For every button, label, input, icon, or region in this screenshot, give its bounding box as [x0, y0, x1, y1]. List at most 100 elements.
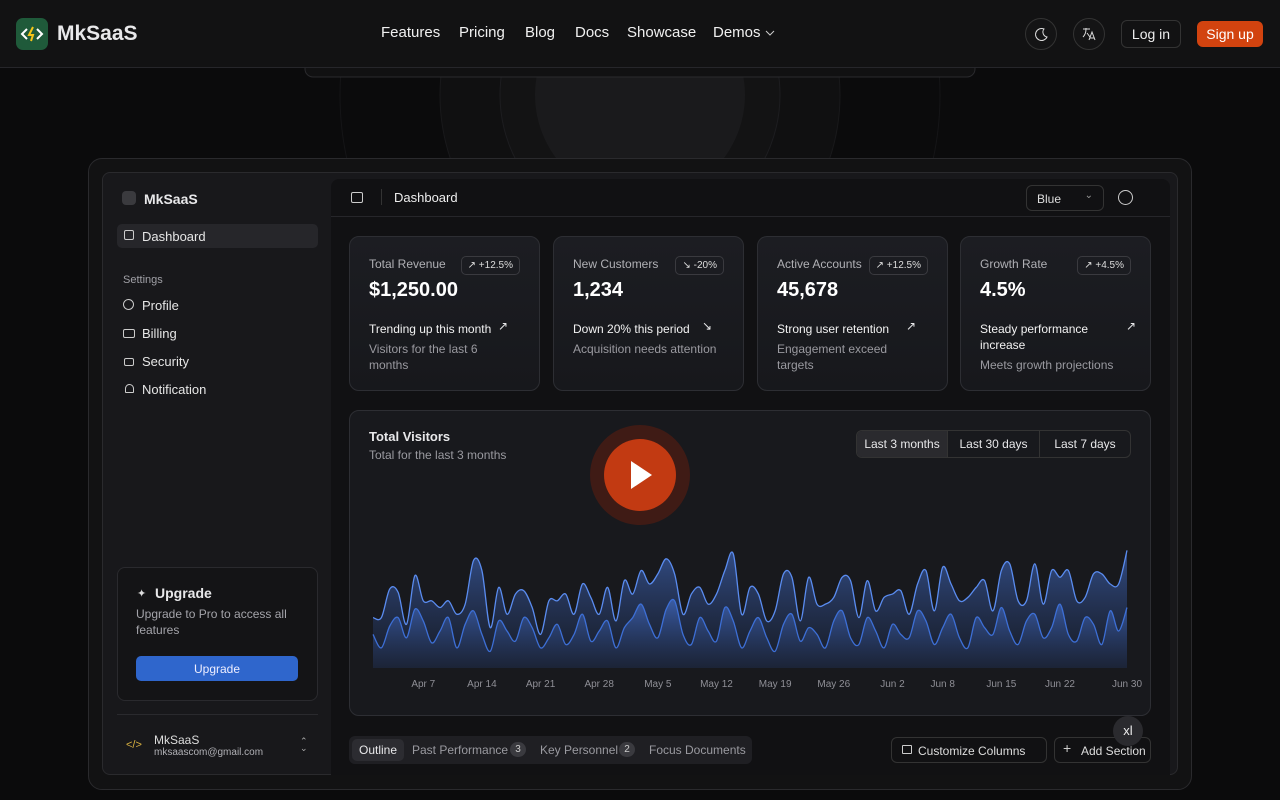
card-label: Growth Rate	[980, 257, 1048, 271]
trend-icon: ↗	[875, 260, 887, 271]
user-name[interactable]: MkSaaS	[154, 733, 200, 747]
card-trend: Down 20% this period	[573, 322, 690, 336]
moon-icon	[1035, 28, 1048, 41]
select-value: Blue	[1037, 192, 1062, 206]
card-note: Acquisition needs attention	[573, 342, 717, 356]
stat-card: Growth Rate ↗ +4.5% 4.5% Steady performance…	[960, 236, 1151, 391]
play-button[interactable]	[588, 423, 692, 527]
tab-list	[349, 736, 752, 764]
plus-icon: +	[1063, 740, 1072, 756]
x-tick-label: Apr 7	[411, 679, 435, 690]
button-label: Customize Columns	[918, 744, 1026, 758]
card-label: Active Accounts	[777, 257, 862, 271]
nav-link[interactable]: Demos	[713, 24, 761, 41]
tab-count: 2	[619, 742, 635, 757]
card-note: Engagement exceed targets	[777, 342, 888, 372]
sidebar-item[interactable]: Security	[142, 354, 189, 369]
badge-text: +12.5%	[478, 260, 513, 271]
stat-card: Total Revenue ↗ +12.5% $1,250.00 Trending u…	[349, 236, 540, 391]
brand[interactable]: MkSaaS	[57, 22, 138, 45]
nav-link[interactable]: Showcase	[627, 24, 697, 41]
trend-icon: ↗	[498, 319, 509, 333]
sidebar-brand[interactable]: MkSaaS	[144, 191, 198, 207]
tab-count: 3	[510, 742, 526, 757]
trend-icon: ↘	[682, 260, 694, 271]
navbar: MkSaaS Features Pricing Blog Docs Showca…	[0, 0, 1280, 68]
x-tick-label: May 26	[817, 679, 850, 690]
language-toggle[interactable]	[1073, 18, 1105, 50]
signup-button[interactable]: Sign up	[1197, 21, 1263, 47]
x-tick-label: Jun 8	[930, 679, 955, 690]
x-tick-label: Jun 2	[880, 679, 905, 690]
x-tick-label: Jun 30	[1112, 679, 1142, 690]
nav-link[interactable]: Pricing	[459, 24, 505, 41]
customize-button[interactable]: Customize Columns	[891, 737, 1047, 763]
mode-toggle[interactable]	[1118, 190, 1133, 205]
tab[interactable]: Key Personnel	[540, 743, 619, 757]
range-option[interactable]: Last 3 months	[857, 431, 948, 457]
badge-text: -20%	[693, 260, 717, 271]
separator	[381, 189, 382, 205]
page-title: Dashboard	[394, 190, 458, 205]
card-badge: ↗ +12.5%	[868, 256, 928, 275]
chart-subtitle: Total for the last 3 months	[369, 448, 507, 462]
breakpoint-badge: xl	[1113, 716, 1143, 746]
icon	[123, 329, 135, 338]
icon	[124, 358, 134, 366]
user-menu-icon[interactable]: ⌃ ⌄	[300, 736, 308, 753]
chevron	[765, 30, 775, 36]
tab[interactable]: Outline	[352, 739, 404, 761]
card-value: $1,250.00	[369, 279, 458, 301]
card-label: New Customers	[573, 257, 659, 271]
icon	[902, 745, 912, 754]
user-email[interactable]: mksaascom@gmail.com	[154, 747, 264, 758]
theme-toggle[interactable]	[1025, 18, 1057, 50]
sidebar-toggle[interactable]	[351, 192, 363, 203]
sidebar-item[interactable]: Dashboard	[142, 229, 206, 244]
sparkle-icon: ✦	[137, 588, 147, 600]
range-option[interactable]: Last 7 days	[1054, 437, 1116, 451]
card-trend: Trending up this month	[369, 322, 492, 336]
logo[interactable]	[16, 18, 48, 50]
sidebar-item[interactable]: Billing	[142, 326, 177, 341]
trend-icon: ↘	[702, 319, 713, 333]
card-trend: Steady performance increase	[980, 322, 1089, 352]
stat-card: New Customers ↘ -20% 1,234 Down 20% this pe…	[553, 236, 744, 391]
nav-link[interactable]: Docs	[575, 24, 610, 41]
card-badge: ↗ +12.5%	[460, 256, 520, 275]
header-divider	[331, 216, 1170, 217]
chart-title: Total Visitors	[369, 429, 451, 444]
upgrade-title: Upgrade	[155, 585, 212, 601]
card-value: 1,234	[573, 279, 624, 301]
area-line	[372, 598, 1128, 653]
tab[interactable]: Past Performance	[412, 743, 509, 757]
sidebar-item[interactable]: Profile	[142, 298, 179, 313]
stat-card: Active Accounts ↗ +12.5% 45,678 Strong user…	[757, 236, 948, 391]
nav-link[interactable]: Features	[381, 24, 441, 41]
upgrade-text: Upgrade to Pro to access all features	[136, 607, 287, 637]
badge-text: +12.5%	[886, 260, 921, 271]
upgrade-button[interactable]: Upgrade	[136, 656, 298, 681]
x-tick-label: May 12	[700, 679, 733, 690]
card-label: Total Revenue	[369, 257, 446, 271]
sidebar-item[interactable]: Notification	[142, 382, 207, 397]
avatar: </>	[126, 739, 142, 751]
x-tick-label: May 5	[644, 679, 672, 690]
login-button[interactable]: Log in	[1121, 20, 1181, 48]
button-label: Add Section	[1081, 744, 1146, 758]
card-value: 45,678	[777, 279, 839, 301]
area-fill	[373, 550, 1127, 652]
theme-select[interactable]: Blue ⌄	[1026, 185, 1104, 211]
trend-icon: ↗	[906, 319, 917, 333]
tab[interactable]: Focus Documents	[649, 743, 746, 757]
translate-icon	[1082, 28, 1096, 41]
area-fill	[373, 599, 1127, 668]
card-note: Visitors for the last 6 months	[369, 342, 478, 372]
badge-text: +4.5%	[1095, 260, 1124, 271]
range-option[interactable]: Last 30 days	[948, 431, 1040, 457]
add-section-button[interactable]: Add Section	[1054, 737, 1151, 763]
active-item[interactable]	[117, 224, 318, 248]
nav-link[interactable]: Blog	[525, 24, 556, 41]
